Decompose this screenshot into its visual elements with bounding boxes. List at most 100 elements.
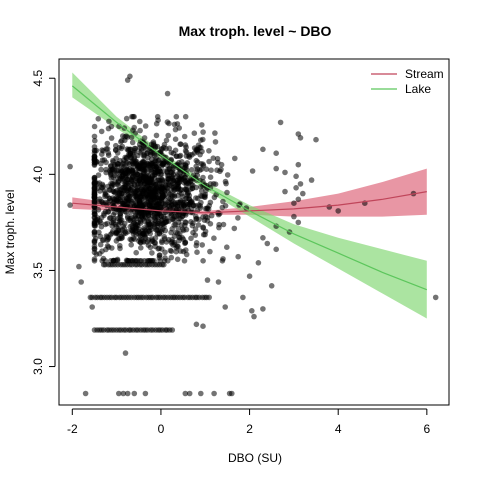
data-point xyxy=(163,137,170,144)
data-point xyxy=(118,145,125,152)
data-point xyxy=(200,225,206,231)
x-axis-label: DBO (SU) xyxy=(228,451,282,465)
data-point xyxy=(235,253,241,260)
data-point xyxy=(181,133,188,140)
data-point xyxy=(295,196,302,203)
data-point xyxy=(131,181,137,187)
fit-line-lake xyxy=(71,85,428,291)
data-point xyxy=(197,151,203,158)
data-point xyxy=(182,113,189,120)
data-point xyxy=(116,187,123,193)
data-point xyxy=(191,150,198,156)
data-point xyxy=(198,390,204,397)
data-point xyxy=(182,219,189,225)
data-point xyxy=(222,203,229,209)
data-point xyxy=(91,133,98,140)
data-point xyxy=(210,155,217,161)
data-point xyxy=(171,192,178,198)
data-point xyxy=(91,211,98,217)
data-point xyxy=(131,159,137,165)
data-point xyxy=(220,256,226,262)
data-point xyxy=(200,323,206,330)
data-point xyxy=(215,159,221,166)
data-point xyxy=(182,390,189,397)
data-point xyxy=(109,230,115,236)
data-point xyxy=(171,184,178,190)
data-point xyxy=(122,350,129,356)
data-point xyxy=(124,390,131,397)
data-point xyxy=(147,224,154,231)
data-point xyxy=(206,158,212,165)
data-point xyxy=(172,136,179,142)
data-point xyxy=(432,294,439,301)
data-point xyxy=(114,170,120,176)
data-point xyxy=(172,147,179,154)
data-point xyxy=(137,118,143,125)
data-point xyxy=(130,168,136,175)
data-point xyxy=(211,390,217,397)
data-point xyxy=(142,123,149,129)
data-point xyxy=(168,229,174,236)
data-point xyxy=(91,245,98,252)
data-point xyxy=(153,132,160,139)
data-point xyxy=(128,242,134,248)
chart-title: Max troph. level ~ DBO xyxy=(179,23,332,39)
data-point xyxy=(216,224,222,231)
data-point xyxy=(137,239,144,246)
data-point xyxy=(155,214,161,221)
data-point xyxy=(119,178,126,184)
data-point xyxy=(128,227,135,234)
data-point xyxy=(168,248,175,254)
data-point xyxy=(120,171,126,178)
data-point xyxy=(182,142,189,148)
data-point xyxy=(128,237,135,243)
data-point xyxy=(108,171,114,177)
data-point xyxy=(193,163,199,170)
data-point xyxy=(163,239,170,245)
data-point xyxy=(156,245,162,252)
data-point xyxy=(212,139,219,145)
data-point xyxy=(149,250,155,256)
y-tick-label: 3.5 xyxy=(31,262,45,279)
data-point xyxy=(291,213,297,220)
data-point xyxy=(273,246,280,253)
data-point xyxy=(208,167,214,173)
data-point xyxy=(145,242,152,248)
data-point xyxy=(133,249,139,256)
data-point xyxy=(93,251,100,257)
data-point xyxy=(105,234,112,241)
data-point xyxy=(131,124,137,131)
data-point xyxy=(138,186,145,192)
data-point xyxy=(179,234,185,241)
data-point xyxy=(91,220,98,227)
data-point xyxy=(95,116,102,122)
data-point xyxy=(142,214,149,221)
data-point xyxy=(125,160,131,166)
data-point xyxy=(122,185,129,192)
data-point xyxy=(105,199,111,206)
data-point xyxy=(124,166,131,173)
data-point xyxy=(220,221,227,228)
data-point xyxy=(91,186,98,192)
data-point xyxy=(91,144,98,150)
data-point xyxy=(200,162,207,169)
data-point xyxy=(200,129,206,135)
data-point xyxy=(95,172,102,178)
data-point xyxy=(103,246,109,253)
data-point xyxy=(218,166,224,173)
data-point xyxy=(129,139,136,146)
data-point xyxy=(207,174,214,180)
data-point xyxy=(129,150,136,157)
data-point xyxy=(154,231,161,237)
data-point xyxy=(198,188,205,194)
data-point xyxy=(194,249,200,255)
data-point xyxy=(204,277,211,283)
data-point xyxy=(196,144,203,151)
data-point xyxy=(157,177,163,183)
data-point xyxy=(232,155,238,162)
data-point xyxy=(151,159,157,166)
data-point xyxy=(295,219,302,226)
data-point xyxy=(211,235,217,241)
data-point xyxy=(163,179,170,185)
data-point xyxy=(170,215,176,221)
